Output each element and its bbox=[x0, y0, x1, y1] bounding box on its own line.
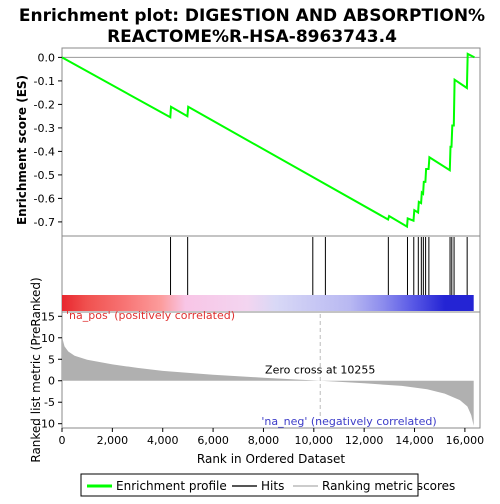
rank-x-ticks: 0 2,000 4,000 6,000 8,000 10,000 12,000 14,000 1… bbox=[59, 428, 485, 447]
es-panel: 0.0 -0.1 -0.2 -0.3 -0.4 -0.5 -0.6 -0.7 bbox=[34, 47, 481, 237]
es-y-ticks: 0.0 -0.1 -0.2 -0.3 -0.4 -0.5 -0.6 -0.7 bbox=[34, 51, 62, 229]
rank-x-tick-label: 2,000 bbox=[97, 434, 129, 447]
rank-y-tick-label: 15 bbox=[41, 310, 55, 323]
rank-y-tick-label: -10 bbox=[37, 418, 55, 431]
rank-x-tick-label: 8,000 bbox=[248, 434, 280, 447]
chart-legend: Enrichment profile Hits Ranking metric s… bbox=[80, 473, 455, 497]
chart-title-line-2: REACTOME%R-HSA-8963743.4 bbox=[107, 27, 397, 47]
legend-metric-label: Ranking metric scores bbox=[322, 479, 455, 493]
rank-x-tick-label: 10,000 bbox=[295, 434, 334, 447]
legend-hits-label: Hits bbox=[261, 479, 284, 493]
es-y-tick-label: -0.4 bbox=[34, 145, 55, 158]
es-y-tick-label: -0.3 bbox=[34, 122, 55, 135]
rank-x-tick-label: 4,000 bbox=[147, 434, 179, 447]
rank-x-axis-label: Rank in Ordered Dataset bbox=[197, 452, 345, 466]
rank-x-tick-label: 0 bbox=[59, 434, 66, 447]
zero-cross-label: Zero cross at 10255 bbox=[265, 364, 375, 377]
hits-panel bbox=[61, 235, 481, 313]
legend-enrichment-label: Enrichment profile bbox=[116, 479, 227, 493]
chart-title-line-1: Enrichment plot: DIGESTION AND ABSORPTIO… bbox=[19, 6, 485, 26]
es-y-tick-label: -0.2 bbox=[34, 98, 55, 111]
rank-y-axis-label: Ranked list metric (PreRanked) bbox=[29, 277, 43, 462]
positive-correlation-label: 'na_pos' (positively correlated) bbox=[66, 309, 235, 322]
es-y-tick-label: -0.5 bbox=[34, 169, 55, 182]
es-y-tick-label: -0.7 bbox=[34, 216, 55, 229]
rank-y-tick-label: 5 bbox=[48, 353, 55, 366]
es-y-tick-label: -0.6 bbox=[34, 192, 55, 205]
ranking-metric-area bbox=[62, 329, 474, 426]
es-y-tick-label: 0.0 bbox=[38, 51, 56, 64]
rank-x-tick-label: 16,000 bbox=[446, 434, 485, 447]
es-y-axis-label: Enrichment score (ES) bbox=[15, 75, 29, 225]
rank-y-tick-label: 10 bbox=[41, 332, 55, 345]
negative-correlation-label: 'na_neg' (negatively correlated) bbox=[261, 415, 436, 428]
rank-x-tick-label: 14,000 bbox=[395, 434, 434, 447]
rank-y-ticks: 15 10 5 0 -5 -10 bbox=[37, 310, 62, 431]
rank-metric-panel: 15 10 5 0 -5 -10 0 2,000 4,000 6,000 8,000 10,000 1… bbox=[37, 309, 484, 447]
rank-x-tick-label: 6,000 bbox=[197, 434, 229, 447]
rank-y-tick-label: -5 bbox=[44, 396, 55, 409]
es-y-tick-label: -0.1 bbox=[34, 75, 55, 88]
hit-lines bbox=[170, 237, 468, 295]
rank-y-tick-label: 0 bbox=[48, 375, 55, 388]
rank-x-tick-label: 12,000 bbox=[345, 434, 384, 447]
enrichment-profile-line bbox=[61, 52, 475, 229]
ranking-color-bar bbox=[62, 295, 474, 311]
es-panel-frame bbox=[61, 47, 481, 237]
